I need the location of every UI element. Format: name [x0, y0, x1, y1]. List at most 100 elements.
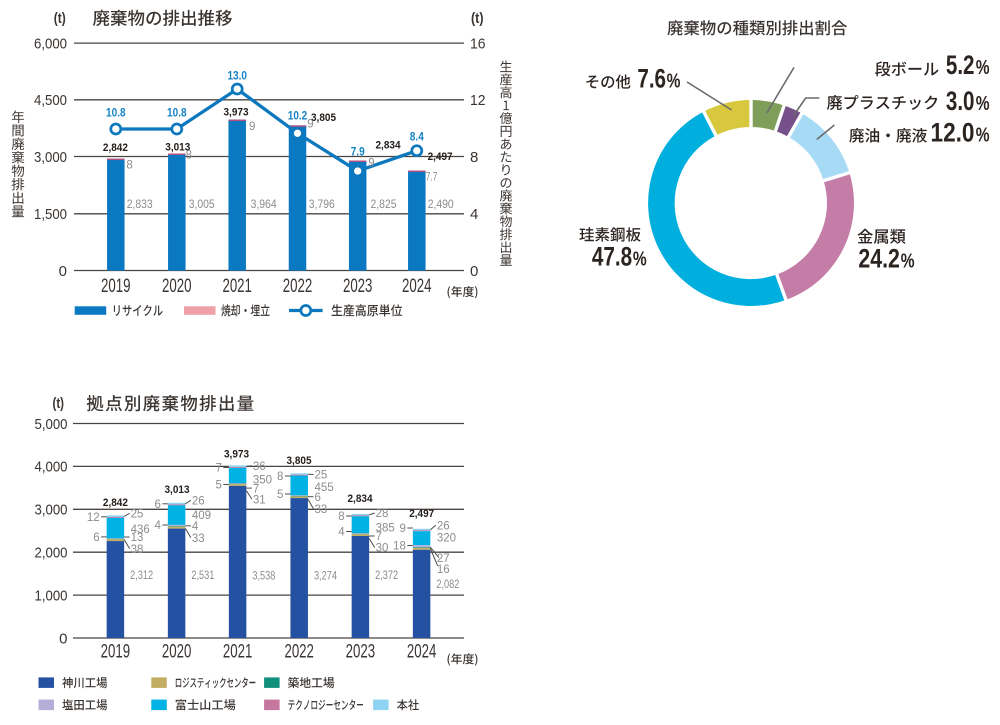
svg-text:%: %: [901, 250, 915, 273]
svg-text:12.0: 12.0: [931, 118, 975, 148]
svg-text:1,500: 1,500: [34, 206, 67, 223]
svg-text:2,834: 2,834: [376, 139, 402, 151]
svg-text:24.2: 24.2: [858, 244, 900, 274]
svg-text:2,531: 2,531: [191, 570, 214, 582]
svg-text:2,497: 2,497: [409, 508, 434, 520]
svg-text:6: 6: [314, 492, 320, 504]
svg-text:2021: 2021: [222, 276, 252, 297]
svg-text:9: 9: [249, 121, 255, 133]
svg-text:2,497: 2,497: [428, 151, 453, 163]
svg-text:7.6: 7.6: [637, 64, 666, 94]
svg-text:33: 33: [192, 533, 205, 545]
svg-text:16: 16: [437, 564, 450, 576]
svg-text:9: 9: [368, 158, 374, 170]
svg-text:2,842: 2,842: [103, 142, 128, 154]
svg-text:38: 38: [131, 544, 144, 556]
svg-text:26: 26: [192, 496, 205, 508]
svg-text:2020: 2020: [162, 276, 192, 297]
svg-text:%: %: [976, 92, 990, 115]
svg-text:4: 4: [338, 527, 345, 539]
svg-text:47.8: 47.8: [592, 242, 632, 272]
svg-text:5: 5: [215, 480, 221, 492]
svg-text:2,833: 2,833: [127, 199, 153, 211]
svg-text:26: 26: [437, 521, 450, 533]
svg-text:2023: 2023: [343, 276, 373, 297]
svg-text:3,274: 3,274: [314, 571, 337, 583]
svg-text:2020: 2020: [162, 641, 192, 662]
svg-text:8: 8: [338, 511, 344, 523]
svg-text:3,805: 3,805: [287, 455, 312, 467]
svg-text:(t): (t): [53, 396, 65, 412]
svg-text:6,000: 6,000: [34, 35, 67, 52]
svg-text:30: 30: [376, 543, 389, 555]
svg-text:31: 31: [253, 494, 266, 506]
svg-text:2022: 2022: [283, 276, 313, 297]
svg-text:3,005: 3,005: [189, 199, 215, 211]
svg-text:6: 6: [93, 532, 99, 544]
svg-text:7.9: 7.9: [351, 145, 365, 159]
svg-text:7.7: 7.7: [426, 171, 438, 183]
svg-text:5: 5: [277, 489, 283, 501]
svg-text:3,796: 3,796: [309, 199, 335, 211]
svg-text:%: %: [667, 70, 681, 93]
svg-text:2019: 2019: [101, 276, 131, 297]
svg-text:8.4: 8.4: [410, 130, 424, 144]
svg-text:8: 8: [470, 149, 478, 166]
svg-text:3,973: 3,973: [224, 106, 249, 118]
svg-text:7: 7: [215, 463, 221, 475]
svg-text:3,538: 3,538: [252, 571, 275, 583]
svg-text:3,973: 3,973: [224, 449, 249, 461]
svg-text:3,000: 3,000: [34, 149, 67, 166]
svg-text:10.8: 10.8: [167, 106, 187, 120]
svg-text:18: 18: [393, 541, 406, 553]
svg-text:9: 9: [307, 118, 313, 130]
svg-text:12: 12: [470, 92, 486, 109]
svg-text:2,082: 2,082: [436, 579, 459, 591]
svg-text:3,964: 3,964: [251, 199, 278, 211]
svg-text:10.2: 10.2: [288, 109, 308, 123]
svg-text:2,834: 2,834: [348, 493, 374, 505]
svg-text:(t): (t): [54, 11, 66, 27]
svg-text:12: 12: [87, 512, 100, 524]
svg-text:13.0: 13.0: [227, 69, 247, 83]
svg-text:2023: 2023: [346, 641, 376, 662]
svg-text:2024: 2024: [402, 276, 432, 297]
svg-text:8: 8: [126, 160, 132, 172]
svg-text:4,000: 4,000: [35, 459, 68, 476]
svg-text:33: 33: [314, 504, 327, 516]
svg-text:4: 4: [192, 521, 199, 533]
svg-text:16: 16: [470, 35, 486, 52]
svg-text:1,000: 1,000: [35, 587, 68, 604]
svg-text:4,500: 4,500: [34, 92, 67, 109]
svg-text:7: 7: [376, 531, 382, 543]
svg-text:2,842: 2,842: [103, 497, 128, 509]
svg-text:2021: 2021: [223, 641, 253, 662]
svg-text:25: 25: [131, 509, 144, 521]
svg-text:5,000: 5,000: [35, 416, 68, 433]
svg-text:0: 0: [59, 630, 67, 647]
svg-text:2,825: 2,825: [371, 199, 397, 211]
svg-text:%: %: [976, 124, 990, 147]
svg-text:10.8: 10.8: [106, 106, 126, 120]
svg-text:13: 13: [131, 532, 144, 544]
svg-text:8: 8: [186, 150, 192, 162]
svg-text:8: 8: [277, 471, 283, 483]
svg-text:2024: 2024: [407, 641, 437, 662]
svg-text:4: 4: [470, 206, 478, 223]
svg-text:36: 36: [253, 461, 266, 473]
svg-text:4: 4: [154, 520, 161, 532]
svg-text:2,490: 2,490: [428, 199, 454, 211]
svg-text:2019: 2019: [101, 641, 131, 662]
svg-text:%: %: [633, 248, 647, 271]
svg-text:2,000: 2,000: [35, 545, 68, 562]
svg-text:0: 0: [59, 263, 67, 280]
svg-text:3,000: 3,000: [35, 502, 68, 519]
svg-text:%: %: [976, 56, 990, 79]
svg-text:2,372: 2,372: [375, 570, 398, 582]
svg-text:28: 28: [376, 508, 389, 520]
svg-text:9: 9: [399, 523, 405, 535]
svg-text:5.2: 5.2: [946, 50, 975, 80]
svg-text:320: 320: [437, 533, 456, 545]
svg-text:3,013: 3,013: [165, 484, 190, 496]
svg-text:3.0: 3.0: [946, 86, 975, 116]
